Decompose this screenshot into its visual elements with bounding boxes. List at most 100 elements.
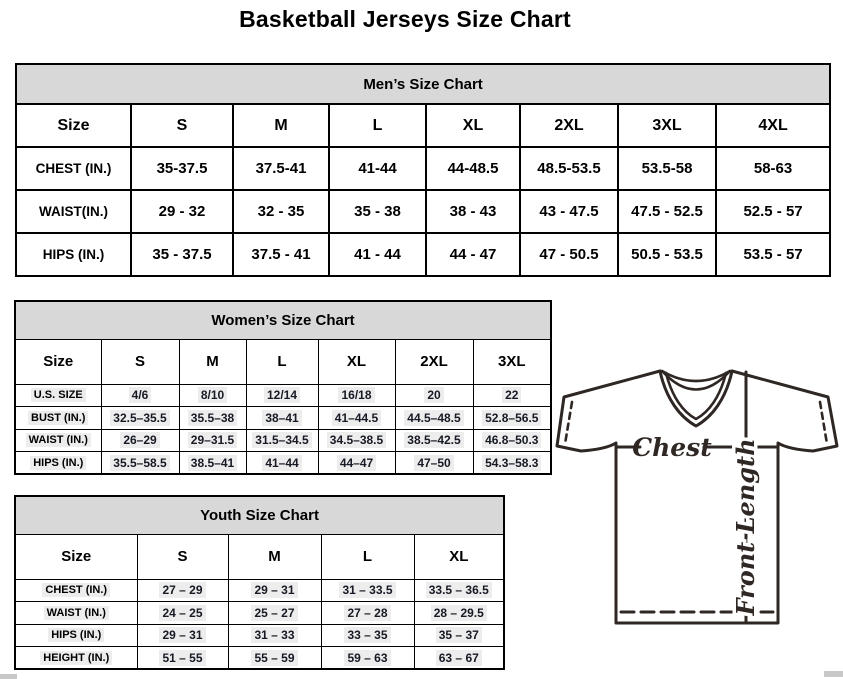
table-row: WAIST(IN.) 29 - 32 32 - 35 35 - 38 38 - 43 43… bbox=[15, 189, 832, 234]
value-cell: 53.5-58 bbox=[617, 146, 717, 191]
value-cell: 22 bbox=[472, 383, 552, 407]
value-cell: 35 - 38 bbox=[328, 189, 427, 234]
value-cell: 51 – 55 bbox=[136, 646, 229, 670]
table-row: WAIST (IN.) 24 – 25 25 – 27 27 – 28 28 – 29.… bbox=[14, 601, 505, 625]
value-cell: 44.5–48.5 bbox=[394, 406, 474, 430]
jersey-measurement-diagram: Chest Front Length bbox=[555, 369, 839, 625]
value-cell: 52.8–56.5 bbox=[472, 406, 552, 430]
value-cell: 41-44 bbox=[328, 146, 427, 191]
table-row: HIPS (IN.) 29 – 31 31 – 33 33 – 35 35 – 37 bbox=[14, 623, 505, 647]
row-label: HIPS (IN.) bbox=[15, 232, 132, 277]
column-header-l: L bbox=[245, 338, 319, 385]
value-cell: 46.8–50.3 bbox=[472, 428, 552, 452]
table-row: HEIGHT (IN.) 51 – 55 55 – 59 59 – 63 63 – 67 bbox=[14, 646, 505, 670]
value-cell: 47–50 bbox=[394, 451, 474, 475]
row-label: HIPS (IN.) bbox=[14, 623, 138, 647]
women-chart-title: Women’s Size Chart bbox=[14, 300, 552, 340]
collar-band-arc-1 bbox=[660, 369, 732, 383]
value-cell: 47 - 50.5 bbox=[519, 232, 619, 277]
column-header-s: S bbox=[136, 533, 229, 580]
value-cell: 29–31.5 bbox=[178, 428, 247, 452]
table-row: HIPS (IN.) 35.5–58.5 38.5–41 41–44 44–47 47–5… bbox=[14, 451, 552, 475]
value-cell: 63 – 67 bbox=[413, 646, 505, 670]
value-cell: 44 - 47 bbox=[425, 232, 521, 277]
right-cuff-dashed-seam bbox=[818, 400, 829, 446]
column-header-3xl: 3XL bbox=[472, 338, 552, 385]
value-cell: 29 – 31 bbox=[136, 623, 229, 647]
value-cell: 55 – 59 bbox=[227, 646, 322, 670]
value-cell: 32.5–35.5 bbox=[100, 406, 180, 430]
value-cell: 35-37.5 bbox=[130, 146, 234, 191]
collar-outer-v-path bbox=[658, 369, 734, 428]
value-cell: 31.5–34.5 bbox=[245, 428, 319, 452]
value-cell: 38–41 bbox=[245, 406, 319, 430]
column-header-xl: XL bbox=[413, 533, 505, 580]
value-cell: 44–47 bbox=[317, 451, 396, 475]
value-cell: 37.5-41 bbox=[232, 146, 330, 191]
value-cell: 53.5 - 57 bbox=[714, 232, 832, 277]
value-cell: 38 - 43 bbox=[425, 189, 521, 234]
value-cell: 25 – 27 bbox=[227, 601, 322, 625]
value-cell: 20 bbox=[394, 383, 474, 407]
column-header-m: M bbox=[232, 103, 330, 148]
value-cell: 26–29 bbox=[100, 428, 180, 452]
value-cell: 24 – 25 bbox=[136, 601, 229, 625]
value-cell: 50.5 - 53.5 bbox=[617, 232, 717, 277]
value-cell: 37.5 - 41 bbox=[232, 232, 330, 277]
value-cell: 4/6 bbox=[100, 383, 180, 407]
column-header-l: L bbox=[320, 533, 415, 580]
table-row: WAIST (IN.) 26–29 29–31.5 31.5–34.5 34.5–38.… bbox=[14, 428, 552, 452]
value-cell: 41 - 44 bbox=[328, 232, 427, 277]
collar-inner-v-path bbox=[664, 371, 728, 421]
value-cell: 8/10 bbox=[178, 383, 247, 407]
value-cell: 47.5 - 52.5 bbox=[617, 189, 717, 234]
row-label: WAIST (IN.) bbox=[14, 601, 138, 625]
row-label: BUST (IN.) bbox=[14, 406, 102, 430]
value-cell: 12/14 bbox=[245, 383, 319, 407]
value-cell: 32 - 35 bbox=[232, 189, 330, 234]
page-title: Basketball Jerseys Size Chart bbox=[239, 6, 571, 32]
size-column-label: Size bbox=[14, 338, 102, 385]
value-cell: 41–44 bbox=[245, 451, 319, 475]
row-label: CHEST (IN.) bbox=[15, 146, 132, 191]
column-header-s: S bbox=[100, 338, 180, 385]
scrollbar-fragment-left bbox=[0, 674, 17, 679]
value-cell: 28 – 29.5 bbox=[413, 601, 505, 625]
value-cell: 29 - 32 bbox=[130, 189, 234, 234]
womens-size-chart-table: Women’s Size Chart Size S M L XL 2XL 3XL U.S. SI… bbox=[14, 300, 553, 475]
value-cell: 35.5–38 bbox=[178, 406, 247, 430]
column-header-2xl: 2XL bbox=[394, 338, 474, 385]
value-cell: 35 - 37.5 bbox=[130, 232, 234, 277]
left-cuff-dashed-seam bbox=[563, 400, 574, 446]
column-header-2xl: 2XL bbox=[519, 103, 619, 148]
column-header-l: L bbox=[328, 103, 427, 148]
value-cell: 33 – 35 bbox=[320, 623, 415, 647]
value-cell: 35.5–58.5 bbox=[100, 451, 180, 475]
chest-label: Chest bbox=[632, 433, 712, 462]
value-cell: 27 – 29 bbox=[136, 578, 229, 602]
value-cell: 58-63 bbox=[714, 146, 832, 191]
front-length-label: Front Length bbox=[731, 438, 760, 616]
value-cell: 38.5–41 bbox=[178, 451, 247, 475]
size-column-label: Size bbox=[14, 533, 138, 580]
column-header-xl: XL bbox=[425, 103, 521, 148]
value-cell: 29 – 31 bbox=[227, 578, 322, 602]
row-label: WAIST(IN.) bbox=[15, 189, 132, 234]
column-header-m: M bbox=[178, 338, 247, 385]
value-cell: 31 – 33.5 bbox=[320, 578, 415, 602]
table-row: CHEST (IN.) 27 – 29 29 – 31 31 – 33.5 33.5 –… bbox=[14, 578, 505, 602]
value-cell: 35 – 37 bbox=[413, 623, 505, 647]
value-cell: 44-48.5 bbox=[425, 146, 521, 191]
value-cell: 41–44.5 bbox=[317, 406, 396, 430]
value-cell: 48.5-53.5 bbox=[519, 146, 619, 191]
row-label: U.S. SIZE bbox=[14, 383, 102, 407]
column-header-m: M bbox=[227, 533, 322, 580]
table-row: U.S. SIZE 4/6 8/10 12/14 16/18 20 22 bbox=[14, 383, 552, 407]
scrollbar-fragment-right bbox=[824, 671, 843, 677]
row-label: HEIGHT (IN.) bbox=[14, 646, 138, 670]
value-cell: 31 – 33 bbox=[227, 623, 322, 647]
value-cell: 33.5 – 36.5 bbox=[413, 578, 505, 602]
mens-size-chart-table: Men’s Size Chart Size S M L XL 2XL 3XL 4XL CHEST … bbox=[14, 63, 832, 277]
value-cell: 59 – 63 bbox=[320, 646, 415, 670]
value-cell: 16/18 bbox=[317, 383, 396, 407]
